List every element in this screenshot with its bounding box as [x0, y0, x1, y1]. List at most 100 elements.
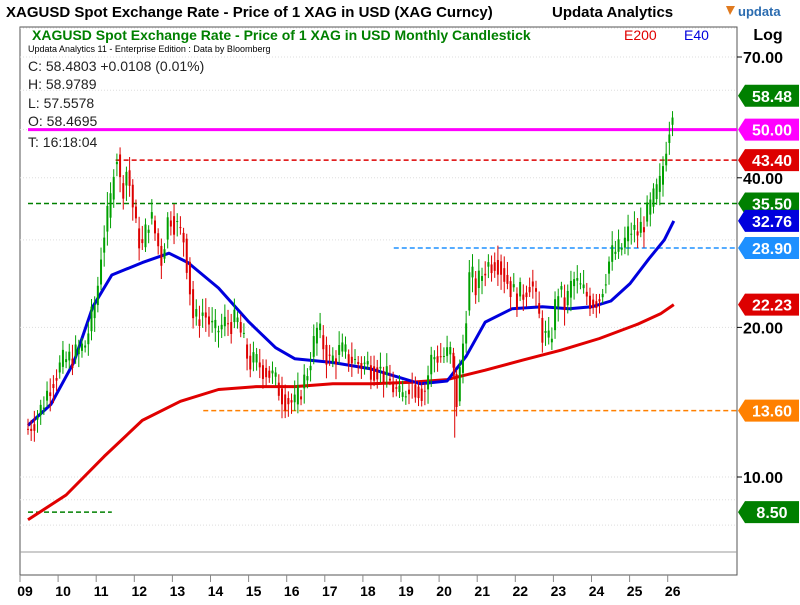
candle-body — [623, 237, 626, 248]
candle-body — [420, 388, 423, 401]
candle-body — [662, 166, 664, 185]
candle-body — [80, 343, 83, 351]
value-tag-label: 35.50 — [752, 197, 792, 214]
candle-body — [157, 233, 160, 247]
candle-body — [522, 294, 525, 300]
x-tick-label: 20 — [436, 583, 452, 599]
candle-body — [138, 228, 141, 249]
candle-body — [404, 396, 407, 398]
candle-body — [430, 354, 433, 375]
candle-body — [230, 322, 233, 334]
chart-title: XAGUSD Spot Exchange Rate - Price of 1 X… — [32, 27, 531, 43]
candle-body — [122, 183, 125, 199]
candle-body — [214, 319, 217, 329]
candle-body — [455, 374, 458, 407]
candle-body — [261, 365, 264, 379]
candle-body — [620, 248, 623, 250]
value-tag — [738, 149, 799, 172]
candle-body — [360, 363, 363, 369]
x-tick-label: 14 — [208, 583, 224, 599]
candle-body — [423, 390, 426, 392]
x-tick-label: 17 — [322, 583, 338, 599]
x-tick-label: 12 — [132, 583, 148, 599]
candle-body — [395, 387, 398, 389]
candle-body — [211, 320, 214, 323]
candle-body — [100, 259, 103, 285]
candle-body — [477, 270, 480, 289]
candle-body — [398, 385, 401, 393]
candle-body — [354, 359, 357, 361]
candle-body — [642, 227, 645, 233]
value-tag — [738, 209, 799, 232]
scale-mode-label[interactable]: Log — [753, 27, 782, 44]
candle-body — [344, 344, 347, 352]
candle-body — [103, 237, 106, 253]
candle-body — [566, 290, 569, 306]
x-tick-label: 09 — [17, 583, 33, 599]
candle-body — [334, 358, 337, 365]
readout-close: C: 58.4803 +0.0108 (0.01%) — [28, 58, 204, 74]
candle-body — [373, 366, 376, 381]
readout-time: T: 16:18:04 — [28, 134, 97, 150]
window-title: XAGUSD Spot Exchange Rate - Price of 1 X… — [6, 4, 493, 21]
candle-body — [439, 356, 442, 358]
candle-body — [481, 276, 484, 281]
candle-body — [115, 161, 118, 165]
vendor-name: Updata Analytics — [552, 4, 673, 21]
plot-area[interactable] — [19, 26, 738, 576]
candle-body — [528, 287, 531, 293]
candle-body — [242, 332, 245, 334]
y-tick-label: 20.00 — [743, 320, 783, 337]
candle-body — [376, 367, 379, 380]
candle-body — [557, 296, 560, 307]
candle-body — [474, 278, 477, 296]
candle-body — [401, 392, 404, 397]
candle-body — [315, 327, 318, 344]
candle-body — [554, 299, 557, 331]
candle-body — [512, 284, 515, 288]
candle-body — [357, 361, 360, 365]
x-tick-label: 21 — [474, 583, 490, 599]
candle-body — [36, 417, 39, 420]
candle-body — [487, 262, 490, 267]
value-tag-label: 8.50 — [756, 505, 787, 522]
candle-body — [87, 333, 90, 345]
x-tick-label: 10 — [55, 583, 71, 599]
candle-body — [515, 293, 518, 310]
candle-body — [341, 342, 344, 352]
x-tick-label: 16 — [284, 583, 300, 599]
chart-subtitle: Updata Analytics 11 - Enterprise Edition… — [28, 44, 270, 54]
candle-body — [347, 354, 350, 364]
candle-body — [636, 231, 639, 236]
value-tag-label: 50.00 — [752, 123, 792, 140]
candle-body — [446, 347, 449, 356]
candle-body — [207, 316, 210, 325]
candle-body — [290, 400, 293, 403]
candle-body — [417, 386, 420, 399]
y-tick-label: 40.00 — [743, 171, 783, 188]
candle-body — [128, 170, 131, 186]
candle-body — [71, 358, 74, 369]
candle-body — [449, 347, 452, 355]
candle-body — [42, 407, 45, 409]
candle-body — [484, 273, 487, 276]
candle-body — [436, 356, 439, 363]
candle-body — [147, 229, 150, 233]
candle-body — [366, 361, 369, 365]
candle-body — [49, 392, 52, 397]
value-tag-label: 58.48 — [752, 89, 792, 106]
candle-body — [204, 312, 207, 318]
candle-body — [550, 338, 553, 343]
candle-body — [192, 289, 195, 319]
x-tick-label: 11 — [94, 583, 109, 599]
candle-body — [271, 370, 274, 374]
candle-body — [604, 284, 607, 286]
candle-body — [265, 367, 268, 378]
candle-body — [531, 281, 534, 287]
candle-body — [141, 239, 144, 244]
candle-body — [541, 317, 544, 343]
candle-body — [500, 261, 503, 275]
candle-body — [77, 348, 80, 355]
